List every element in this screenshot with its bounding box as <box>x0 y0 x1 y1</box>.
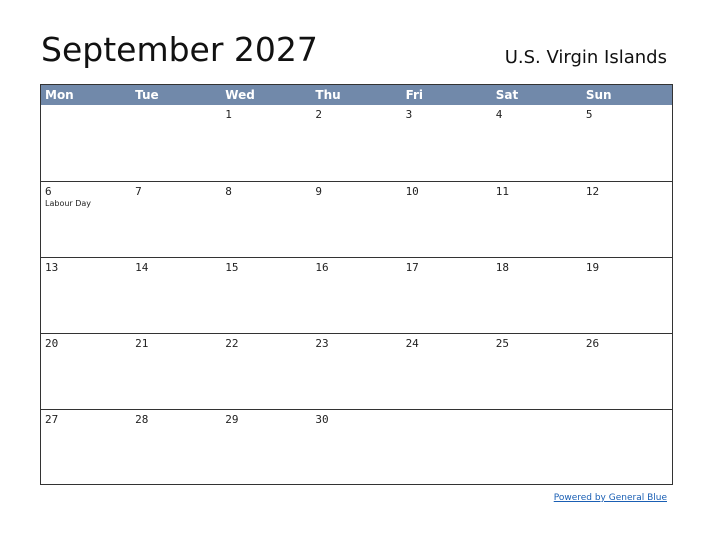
day-number: 10 <box>405 185 419 198</box>
holiday: Labour Day <box>45 199 92 208</box>
week-row: 13 14 15 16 17 18 19 <box>41 257 672 333</box>
day-number: 14 <box>135 261 149 274</box>
footer-link[interactable]: Powered by General Blue <box>553 493 667 503</box>
weekday-label: Mon <box>45 88 74 102</box>
day-number: 23 <box>315 337 329 350</box>
weekday-label: Sun <box>585 88 612 102</box>
day-number: 21 <box>135 337 149 350</box>
day-number: 5 <box>585 108 593 121</box>
day-number: 27 <box>45 413 59 426</box>
day-number: 18 <box>495 261 509 274</box>
weekday-header: Mon Tue Wed Thu Fri Sat Sun <box>41 85 672 105</box>
day-number: 30 <box>315 413 329 426</box>
day-number: 29 <box>225 413 239 426</box>
calendar: Mon Tue Wed Thu Fri Sat Sun 1 2 3 4 5 6 Labour Day 7 8… <box>40 84 673 485</box>
day-number: 9 <box>315 185 323 198</box>
day-number: 2 <box>315 108 323 121</box>
day-number: 16 <box>315 261 329 274</box>
day-number: 12 <box>585 185 600 198</box>
week-row: 27 28 29 30 <box>41 409 672 485</box>
day-number: 25 <box>495 337 509 350</box>
calendar-title: September 2027 <box>41 30 318 69</box>
day-number: 20 <box>45 337 59 350</box>
day-number: 6 <box>45 185 52 198</box>
day-number: 26 <box>585 337 600 350</box>
week-row: 20 21 22 23 24 25 26 <box>41 333 672 409</box>
week-row: 6 Labour Day 7 8 9 10 11 12 <box>41 181 672 257</box>
day-number: 19 <box>585 261 600 274</box>
weekday-label: Wed <box>225 88 255 102</box>
day-number: 8 <box>225 185 232 198</box>
weekday-label: Thu <box>315 88 341 102</box>
day-number: 3 <box>405 108 413 121</box>
region: U.S. Virgin Islands <box>504 47 667 68</box>
week-row: 1 2 3 4 5 <box>41 105 672 181</box>
day-number: 22 <box>225 337 239 350</box>
day-number: 28 <box>135 413 149 426</box>
day-number: 15 <box>225 261 239 274</box>
weekday-label: Sat <box>495 88 519 102</box>
day-number: 11 <box>495 185 509 198</box>
day-number: 4 <box>495 108 503 121</box>
day-number: 17 <box>405 261 419 274</box>
weekday-label: Tue <box>135 88 159 102</box>
day-number: 24 <box>405 337 419 350</box>
day-number: 13 <box>45 261 59 274</box>
weekday-label: Fri <box>405 88 424 102</box>
day-number: 7 <box>135 185 142 198</box>
day-number: 1 <box>225 108 232 121</box>
